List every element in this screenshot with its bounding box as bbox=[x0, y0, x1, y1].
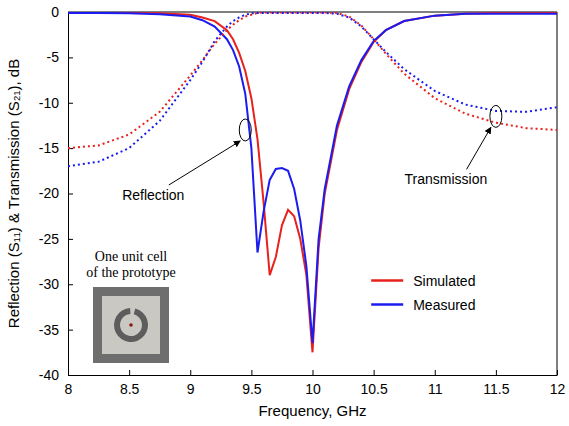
legend-label: Simulated bbox=[413, 273, 475, 289]
legend: Simulated Measured bbox=[371, 273, 475, 313]
tick: 12 bbox=[550, 370, 566, 397]
tick-label: 12 bbox=[550, 381, 566, 397]
tick: 8.5 bbox=[120, 370, 140, 397]
tick-mark bbox=[313, 370, 314, 375]
inset-caption: One unit cellof the prototype bbox=[86, 249, 175, 280]
inset-ring bbox=[114, 308, 148, 342]
tick: -35 bbox=[39, 322, 73, 338]
tick: -30 bbox=[39, 276, 73, 292]
tick-label: -15 bbox=[39, 140, 59, 156]
annotation-text: Transmission bbox=[405, 171, 488, 187]
y-axis-title: Reflection (S₁₁) & Transmission (S₂₁), d… bbox=[5, 59, 22, 328]
tick: -15 bbox=[39, 140, 73, 156]
tick-label: 10 bbox=[305, 381, 321, 397]
axis-line bbox=[69, 375, 558, 376]
inset-cell bbox=[102, 296, 160, 354]
tick: -25 bbox=[39, 231, 73, 247]
tick: -10 bbox=[39, 95, 73, 111]
plot: 8 8.5 9 9.5 10 10.5 11 11.5 12 -40 -35 -30 -25 -20 -15… bbox=[39, 4, 566, 397]
tick-mark bbox=[374, 370, 375, 375]
chart: 8 8.5 9 9.5 10 10.5 11 11.5 12 -40 -35 -30 -25 -20 -15… bbox=[0, 0, 569, 426]
tick-label: -35 bbox=[39, 322, 59, 338]
tick-label: -25 bbox=[39, 231, 59, 247]
tick-mark bbox=[68, 330, 73, 331]
annotation-text: Reflection bbox=[122, 187, 184, 203]
tick: 11 bbox=[428, 370, 443, 397]
tick: -5 bbox=[47, 49, 73, 65]
tick: -40 bbox=[39, 367, 73, 383]
legend-swatch bbox=[371, 303, 403, 306]
tick-label: -5 bbox=[47, 49, 60, 65]
tick-mark bbox=[68, 57, 73, 58]
series-line bbox=[68, 13, 557, 343]
legend-swatch bbox=[371, 279, 403, 282]
tick-label: 10.5 bbox=[361, 381, 388, 397]
tick-label: -30 bbox=[39, 276, 59, 292]
x-axis: 8 8.5 9 9.5 10 10.5 11 11.5 12 bbox=[65, 370, 566, 397]
annotation-ellipse bbox=[490, 105, 502, 127]
tick-label: 9.5 bbox=[242, 381, 262, 397]
tick-label: 8 bbox=[65, 381, 73, 397]
annotation-arrow bbox=[169, 141, 240, 185]
annotation-ellipse bbox=[239, 119, 251, 141]
tick: 10 bbox=[305, 370, 321, 397]
annotation: Transmission bbox=[405, 105, 502, 187]
tick-mark bbox=[68, 375, 73, 376]
tick-mark bbox=[129, 370, 130, 375]
tick-mark bbox=[251, 370, 252, 375]
series-group bbox=[68, 12, 557, 352]
tick-mark bbox=[496, 370, 497, 375]
inset-frame bbox=[93, 287, 169, 363]
inset-caption-line: of the prototype bbox=[86, 265, 175, 280]
tick-mark bbox=[68, 239, 73, 240]
tick: 0 bbox=[51, 4, 73, 20]
tick: 10.5 bbox=[361, 370, 388, 397]
tick-label: -20 bbox=[39, 185, 59, 201]
tick-label: 0 bbox=[51, 4, 59, 20]
x-axis-title: Frequency, GHz bbox=[258, 402, 366, 419]
tick: 11.5 bbox=[483, 370, 509, 397]
tick-mark bbox=[557, 370, 558, 375]
legend-label: Measured bbox=[413, 297, 475, 313]
tick-label: 11 bbox=[428, 381, 443, 397]
y-axis: -40 -35 -30 -25 -20 -15 -10 -5 0 bbox=[39, 4, 73, 383]
tick-label: 8.5 bbox=[120, 381, 140, 397]
series-line bbox=[68, 12, 557, 148]
series-line bbox=[68, 13, 557, 352]
annotation-arrow bbox=[467, 127, 491, 169]
inset bbox=[93, 287, 169, 363]
inset-caption-line: One unit cell bbox=[95, 249, 167, 264]
tick-mark bbox=[68, 194, 73, 195]
tick: 9 bbox=[187, 370, 195, 397]
series-line bbox=[68, 13, 557, 166]
tick-label: -40 bbox=[39, 367, 59, 383]
frame bbox=[557, 12, 558, 375]
tick-mark bbox=[68, 103, 73, 104]
inset-dot bbox=[129, 323, 133, 327]
tick-mark bbox=[68, 284, 73, 285]
annotation: Reflection bbox=[122, 119, 251, 203]
tick-label: -10 bbox=[39, 95, 59, 111]
tick: 9.5 bbox=[242, 370, 262, 397]
tick-mark bbox=[435, 370, 436, 375]
tick-label: 11.5 bbox=[483, 381, 509, 397]
tick: -20 bbox=[39, 185, 73, 201]
tick-label: 9 bbox=[187, 381, 195, 397]
tick-mark bbox=[190, 370, 191, 375]
